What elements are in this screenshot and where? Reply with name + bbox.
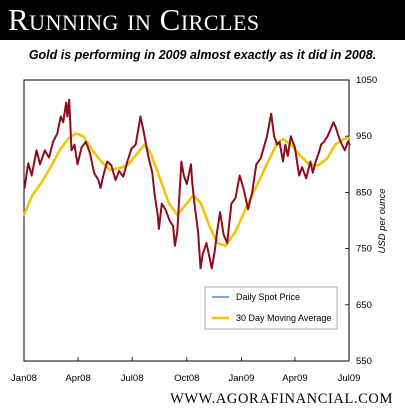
- legend-label-moving-average: 30 Day Moving Average: [236, 313, 331, 323]
- x-tick-label-Apr09: Apr09: [282, 373, 307, 384]
- y-tick-label-850: 850: [356, 187, 372, 198]
- x-tick-label-Jan08: Jan08: [11, 373, 37, 384]
- y-tick-label-750: 750: [356, 244, 372, 255]
- legend-box: [204, 286, 338, 330]
- y-tick-label-1050: 1050: [356, 75, 377, 86]
- y-tick-label-950: 950: [356, 131, 372, 142]
- x-tick-label-Oct08: Oct08: [174, 373, 199, 384]
- x-axis: Jan08 Apr08 Jul08 Oct08 Jan09 Apr09 Jul09: [11, 357, 360, 384]
- chart-subtitle: Gold is performing in 2009 almost exactl…: [28, 48, 377, 62]
- legend: Daily Spot Price 30 Day Moving Average: [204, 286, 338, 330]
- x-tick-label-Jan09: Jan09: [229, 373, 255, 384]
- legend-label-spot: Daily Spot Price: [236, 292, 300, 302]
- series-line-moving-average: [22, 132, 351, 248]
- series-line-daily-spot-price: [23, 98, 351, 270]
- x-tick-label-Jul08: Jul08: [121, 373, 144, 384]
- footer-url: WWW.AGORAFINANCIAL.COM: [170, 391, 393, 407]
- x-tick-label-Jul09: Jul09: [338, 373, 361, 384]
- x-tick-label-Apr08: Apr08: [65, 373, 90, 384]
- chart-title: Running in Circles: [8, 2, 260, 37]
- series-layer: [22, 98, 351, 270]
- y-axis: 550 650 750 850 950 1050: [345, 75, 377, 367]
- y-tick-label-550: 550: [356, 356, 372, 367]
- y-axis-label: USD per ounce: [377, 189, 388, 254]
- title-banner: Running in Circles: [0, 0, 405, 40]
- y-tick-label-650: 650: [356, 300, 372, 311]
